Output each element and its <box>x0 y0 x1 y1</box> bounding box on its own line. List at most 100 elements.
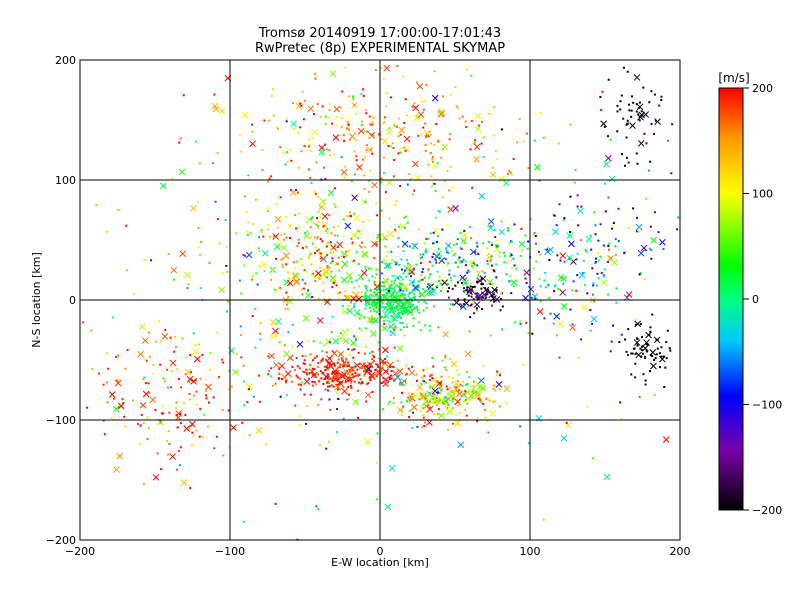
dot-marker <box>285 117 288 120</box>
dot-marker <box>433 241 436 244</box>
dot-marker <box>595 261 598 264</box>
cross-marker <box>473 156 480 163</box>
dot-marker <box>486 262 489 265</box>
dot-marker <box>482 242 485 245</box>
dot-marker <box>208 261 211 264</box>
dot-marker <box>451 400 454 403</box>
dot-marker <box>382 156 385 159</box>
dot-marker <box>332 251 335 254</box>
cross-marker <box>459 274 467 282</box>
dot-marker <box>337 383 340 386</box>
dot-marker <box>381 281 384 284</box>
dot-marker <box>125 224 128 227</box>
dot-marker <box>320 359 323 362</box>
dot-marker <box>398 297 401 300</box>
dot-marker <box>354 372 357 375</box>
dot-marker <box>287 331 290 334</box>
dot-marker <box>162 412 165 415</box>
dot-marker <box>614 245 617 248</box>
dot-marker <box>538 254 541 257</box>
dot-marker <box>446 392 449 395</box>
dot-marker <box>314 77 317 80</box>
dot-marker <box>364 296 367 299</box>
dot-marker <box>418 116 421 119</box>
cross-marker <box>184 368 192 376</box>
colorbar-tick-label: −200 <box>752 504 782 517</box>
dot-marker <box>362 220 365 223</box>
dot-marker <box>627 161 630 164</box>
dot-marker <box>310 181 313 184</box>
dot-marker <box>465 414 468 417</box>
dot-marker <box>331 257 334 260</box>
cross-marker <box>456 390 463 398</box>
dot-marker <box>468 226 471 229</box>
dot-marker <box>336 262 339 265</box>
dot-marker <box>311 374 314 377</box>
cross-marker <box>461 231 468 239</box>
dot-marker <box>557 287 560 290</box>
dot-marker <box>404 297 407 300</box>
dot-marker <box>283 344 286 347</box>
dot-marker <box>388 291 391 294</box>
dot-marker <box>342 218 345 221</box>
dot-marker <box>438 256 441 259</box>
cross-marker <box>329 274 337 282</box>
dot-marker <box>322 166 325 169</box>
dot-marker <box>645 197 648 200</box>
dot-marker <box>665 357 668 360</box>
dot-marker <box>472 390 475 393</box>
dot-marker <box>402 405 405 408</box>
dot-marker <box>460 281 463 284</box>
dot-marker <box>325 276 328 279</box>
dot-marker <box>373 300 376 303</box>
dot-marker <box>351 291 354 294</box>
dot-marker <box>258 400 261 403</box>
dot-marker <box>221 358 224 361</box>
dot-marker <box>450 165 453 168</box>
dot-marker <box>411 365 414 368</box>
cross-marker <box>260 260 268 268</box>
dot-marker <box>407 396 410 399</box>
dot-marker <box>388 400 391 403</box>
dot-marker <box>383 294 386 297</box>
dot-marker <box>190 424 193 427</box>
dot-marker <box>247 388 250 391</box>
dot-marker <box>596 272 599 275</box>
dot-marker <box>474 292 477 295</box>
dot-marker <box>430 284 433 287</box>
dot-marker <box>495 289 498 292</box>
dot-marker <box>396 302 399 305</box>
dot-marker <box>369 289 372 292</box>
cross-marker <box>560 435 568 442</box>
dot-marker <box>399 283 402 286</box>
dot-marker <box>382 296 385 299</box>
dot-marker <box>388 305 391 308</box>
dot-marker <box>470 74 473 77</box>
dot-marker <box>456 388 459 391</box>
dot-marker <box>486 293 489 296</box>
dot-marker <box>301 90 304 93</box>
dot-marker <box>178 141 181 144</box>
dot-marker <box>364 156 367 159</box>
dot-marker <box>260 230 263 233</box>
cross-marker <box>406 264 414 272</box>
cross-marker <box>272 233 280 240</box>
dot-marker <box>592 282 595 285</box>
cross-marker <box>544 248 551 256</box>
dot-marker <box>160 340 163 343</box>
dot-marker <box>476 270 479 273</box>
dot-marker <box>324 115 327 118</box>
y-tick-label: 200 <box>55 54 76 67</box>
cross-marker <box>352 398 360 406</box>
dot-marker <box>476 309 479 312</box>
dot-marker <box>318 220 321 223</box>
dot-marker <box>376 498 379 501</box>
dot-marker <box>347 385 350 388</box>
dot-marker <box>375 311 378 314</box>
dot-marker <box>258 236 261 239</box>
dot-marker <box>401 391 404 394</box>
cross-marker <box>412 160 419 168</box>
dot-marker <box>371 301 374 304</box>
dot-marker <box>417 280 420 283</box>
dot-marker <box>367 219 370 222</box>
